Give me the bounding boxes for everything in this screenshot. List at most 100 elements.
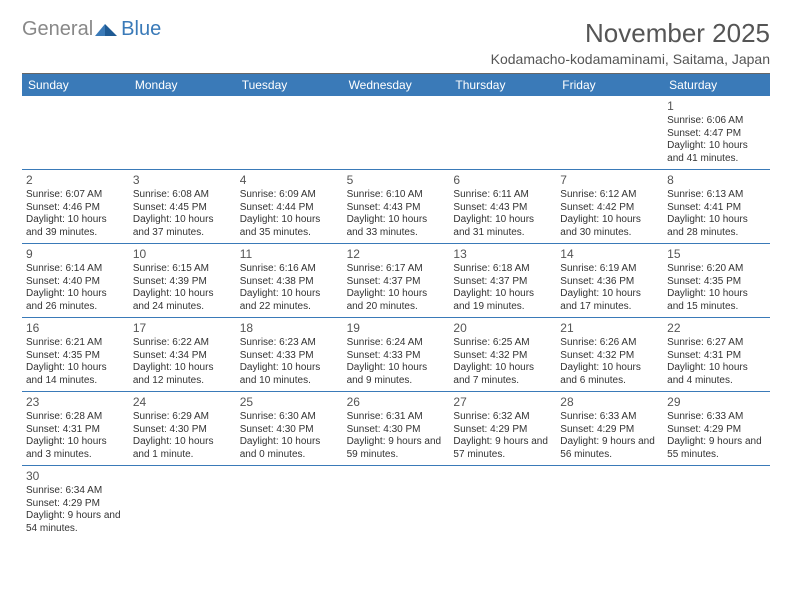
day-number: 25 (240, 395, 339, 410)
day-number: 13 (453, 247, 552, 262)
empty-cell (556, 466, 663, 539)
empty-cell (22, 96, 129, 170)
sunset-line: Sunset: 4:34 PM (133, 350, 232, 363)
day-cell: 11Sunrise: 6:16 AMSunset: 4:38 PMDayligh… (236, 244, 343, 318)
sunset-line: Sunset: 4:44 PM (240, 202, 339, 215)
sunset-line: Sunset: 4:46 PM (26, 202, 125, 215)
sunset-line: Sunset: 4:29 PM (560, 424, 659, 437)
sunrise-line: Sunrise: 6:18 AM (453, 263, 552, 276)
day-number: 10 (133, 247, 232, 262)
daylight-line: Daylight: 10 hours and 33 minutes. (347, 214, 446, 239)
day-cell: 13Sunrise: 6:18 AMSunset: 4:37 PMDayligh… (449, 244, 556, 318)
sunrise-line: Sunrise: 6:31 AM (347, 411, 446, 424)
empty-cell (129, 96, 236, 170)
day-cell: 27Sunrise: 6:32 AMSunset: 4:29 PMDayligh… (449, 392, 556, 466)
empty-cell (236, 96, 343, 170)
day-cell: 20Sunrise: 6:25 AMSunset: 4:32 PMDayligh… (449, 318, 556, 392)
day-cell: 28Sunrise: 6:33 AMSunset: 4:29 PMDayligh… (556, 392, 663, 466)
day-cell: 7Sunrise: 6:12 AMSunset: 4:42 PMDaylight… (556, 170, 663, 244)
sunset-line: Sunset: 4:29 PM (26, 498, 125, 511)
sunset-line: Sunset: 4:37 PM (347, 276, 446, 289)
logo-icon (95, 22, 119, 38)
daylight-line: Daylight: 10 hours and 37 minutes. (133, 214, 232, 239)
day-cell: 17Sunrise: 6:22 AMSunset: 4:34 PMDayligh… (129, 318, 236, 392)
day-number: 16 (26, 321, 125, 336)
day-cell: 21Sunrise: 6:26 AMSunset: 4:32 PMDayligh… (556, 318, 663, 392)
day-number: 15 (667, 247, 766, 262)
day-cell: 14Sunrise: 6:19 AMSunset: 4:36 PMDayligh… (556, 244, 663, 318)
day-cell: 6Sunrise: 6:11 AMSunset: 4:43 PMDaylight… (449, 170, 556, 244)
daylight-line: Daylight: 9 hours and 54 minutes. (26, 510, 125, 535)
day-cell: 22Sunrise: 6:27 AMSunset: 4:31 PMDayligh… (663, 318, 770, 392)
day-number: 2 (26, 173, 125, 188)
sunset-line: Sunset: 4:33 PM (240, 350, 339, 363)
daylight-line: Daylight: 10 hours and 30 minutes. (560, 214, 659, 239)
sunset-line: Sunset: 4:37 PM (453, 276, 552, 289)
weekday-header: Sunday (22, 74, 129, 96)
daylight-line: Daylight: 10 hours and 0 minutes. (240, 436, 339, 461)
day-cell: 12Sunrise: 6:17 AMSunset: 4:37 PMDayligh… (343, 244, 450, 318)
sunrise-line: Sunrise: 6:12 AM (560, 189, 659, 202)
sunrise-line: Sunrise: 6:26 AM (560, 337, 659, 350)
day-cell: 2Sunrise: 6:07 AMSunset: 4:46 PMDaylight… (22, 170, 129, 244)
day-cell: 16Sunrise: 6:21 AMSunset: 4:35 PMDayligh… (22, 318, 129, 392)
weekday-header: Friday (556, 74, 663, 96)
sunset-line: Sunset: 4:29 PM (453, 424, 552, 437)
sunset-line: Sunset: 4:30 PM (347, 424, 446, 437)
day-number: 1 (667, 99, 766, 114)
daylight-line: Daylight: 9 hours and 56 minutes. (560, 436, 659, 461)
sunset-line: Sunset: 4:47 PM (667, 128, 766, 141)
sunset-line: Sunset: 4:45 PM (133, 202, 232, 215)
daylight-line: Daylight: 10 hours and 39 minutes. (26, 214, 125, 239)
day-number: 29 (667, 395, 766, 410)
sunset-line: Sunset: 4:31 PM (667, 350, 766, 363)
sunset-line: Sunset: 4:31 PM (26, 424, 125, 437)
title-block: November 2025 Kodamacho-kodamaminami, Sa… (491, 18, 770, 67)
day-number: 4 (240, 173, 339, 188)
sunset-line: Sunset: 4:32 PM (560, 350, 659, 363)
day-cell: 24Sunrise: 6:29 AMSunset: 4:30 PMDayligh… (129, 392, 236, 466)
day-cell: 25Sunrise: 6:30 AMSunset: 4:30 PMDayligh… (236, 392, 343, 466)
sunset-line: Sunset: 4:43 PM (453, 202, 552, 215)
day-number: 24 (133, 395, 232, 410)
daylight-line: Daylight: 10 hours and 41 minutes. (667, 140, 766, 165)
day-number: 23 (26, 395, 125, 410)
day-number: 3 (133, 173, 232, 188)
day-cell: 9Sunrise: 6:14 AMSunset: 4:40 PMDaylight… (22, 244, 129, 318)
daylight-line: Daylight: 10 hours and 3 minutes. (26, 436, 125, 461)
header: General Blue November 2025 Kodamacho-kod… (22, 18, 770, 67)
empty-cell (556, 96, 663, 170)
daylight-line: Daylight: 10 hours and 6 minutes. (560, 362, 659, 387)
daylight-line: Daylight: 10 hours and 9 minutes. (347, 362, 446, 387)
daylight-line: Daylight: 10 hours and 4 minutes. (667, 362, 766, 387)
sunrise-line: Sunrise: 6:28 AM (26, 411, 125, 424)
daylight-line: Daylight: 10 hours and 10 minutes. (240, 362, 339, 387)
weekday-header: Tuesday (236, 74, 343, 96)
sunrise-line: Sunrise: 6:29 AM (133, 411, 232, 424)
sunrise-line: Sunrise: 6:06 AM (667, 115, 766, 128)
sunrise-line: Sunrise: 6:11 AM (453, 189, 552, 202)
sunset-line: Sunset: 4:35 PM (26, 350, 125, 363)
weekday-header: Wednesday (343, 74, 450, 96)
day-number: 30 (26, 469, 125, 484)
day-cell: 26Sunrise: 6:31 AMSunset: 4:30 PMDayligh… (343, 392, 450, 466)
daylight-line: Daylight: 10 hours and 31 minutes. (453, 214, 552, 239)
daylight-line: Daylight: 10 hours and 1 minute. (133, 436, 232, 461)
empty-cell (236, 466, 343, 539)
day-cell: 4Sunrise: 6:09 AMSunset: 4:44 PMDaylight… (236, 170, 343, 244)
sunset-line: Sunset: 4:29 PM (667, 424, 766, 437)
day-number: 27 (453, 395, 552, 410)
logo: General Blue (22, 18, 161, 41)
daylight-line: Daylight: 10 hours and 26 minutes. (26, 288, 125, 313)
day-number: 28 (560, 395, 659, 410)
day-number: 26 (347, 395, 446, 410)
day-number: 5 (347, 173, 446, 188)
daylight-line: Daylight: 9 hours and 55 minutes. (667, 436, 766, 461)
day-cell: 18Sunrise: 6:23 AMSunset: 4:33 PMDayligh… (236, 318, 343, 392)
day-cell: 10Sunrise: 6:15 AMSunset: 4:39 PMDayligh… (129, 244, 236, 318)
day-number: 17 (133, 321, 232, 336)
day-number: 18 (240, 321, 339, 336)
sunset-line: Sunset: 4:33 PM (347, 350, 446, 363)
sunrise-line: Sunrise: 6:34 AM (26, 485, 125, 498)
sunrise-line: Sunrise: 6:23 AM (240, 337, 339, 350)
